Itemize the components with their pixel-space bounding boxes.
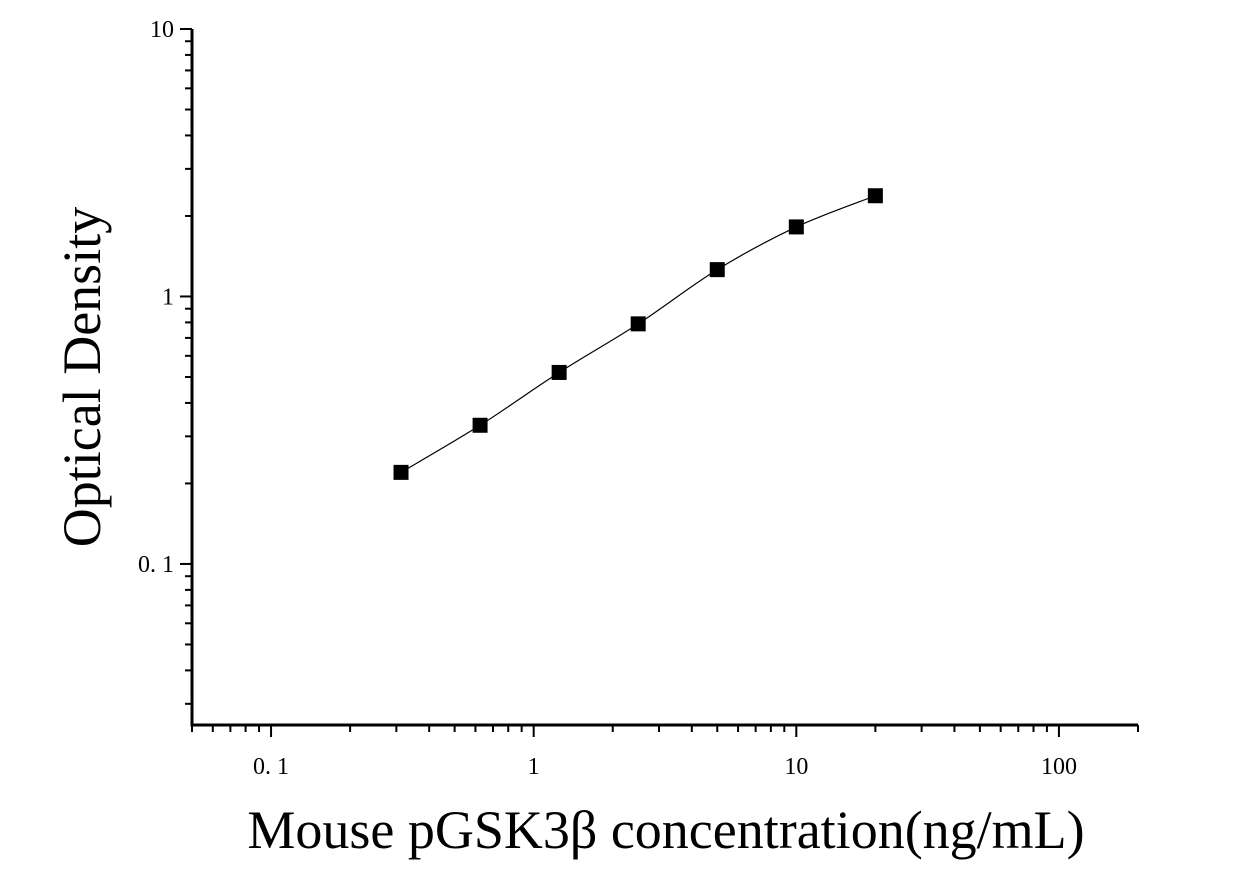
data-point — [867, 188, 883, 204]
data-point — [709, 262, 725, 278]
x-tick-label: 1 — [528, 754, 540, 780]
x-tick-label: 0. 1 — [253, 754, 289, 780]
y-tick-label: 1 — [162, 284, 174, 310]
data-points-layer — [393, 188, 883, 480]
axes — [180, 28, 1139, 737]
data-point — [393, 464, 409, 480]
data-point — [630, 316, 646, 332]
y-axis-label: Optical Density — [52, 207, 112, 547]
y-tick-label: 10 — [150, 17, 174, 43]
fit-curve-layer — [400, 195, 876, 473]
data-point — [551, 364, 567, 380]
x-tick-label: 10 — [784, 754, 808, 780]
data-point — [472, 417, 488, 433]
data-point — [788, 219, 804, 235]
y-tick-label: 0. 1 — [138, 552, 174, 578]
tick-labels-layer: 0. 1 1 10 100 0. 1 1 10 — [138, 17, 1077, 780]
x-tick-label: 100 — [1041, 754, 1077, 780]
fit-curve — [400, 195, 876, 473]
x-axis-label: Mouse pGSK3β concentration(ng/mL) — [247, 800, 1084, 860]
